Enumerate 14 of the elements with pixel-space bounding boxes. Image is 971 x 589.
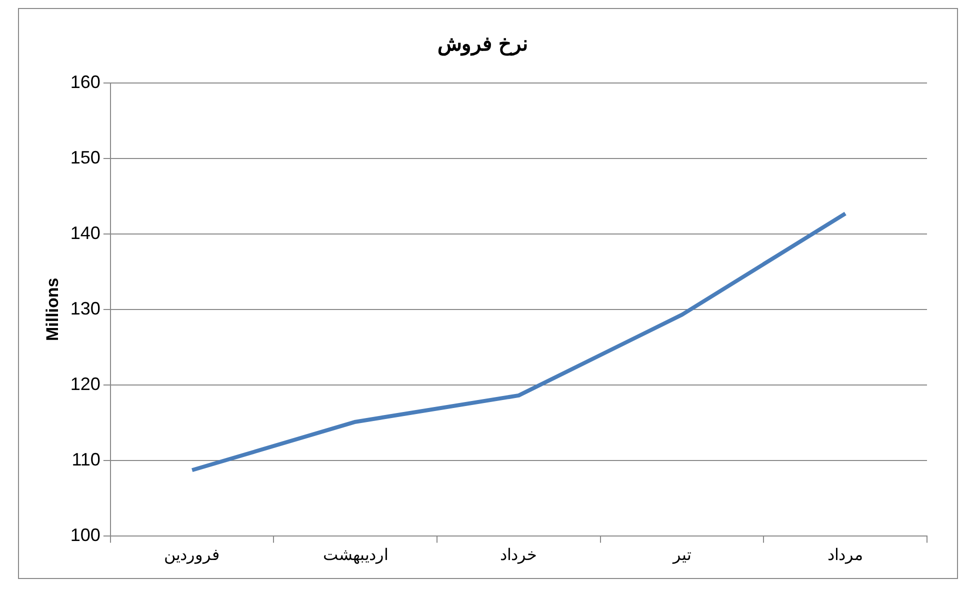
x-tick-label: تیر [672, 546, 692, 564]
x-tick-label: اردیبهشت [322, 546, 388, 564]
chart-title: نرخ فروش [438, 34, 528, 57]
y-tick-label: 150 [70, 147, 100, 168]
x-tick-label: مرداد [827, 546, 864, 564]
y-tick-label: 140 [70, 222, 100, 243]
y-tick-label: 100 [70, 524, 100, 545]
y-tick-label: 120 [70, 374, 100, 394]
x-tick-label: فروردین [164, 546, 220, 564]
y-tick-label: 110 [72, 449, 100, 470]
y-tick-label: 160 [70, 72, 100, 92]
y-axis-title: Millions [42, 278, 62, 342]
y-tick-label: 130 [70, 298, 100, 318]
x-tick-label: خرداد [500, 546, 538, 564]
